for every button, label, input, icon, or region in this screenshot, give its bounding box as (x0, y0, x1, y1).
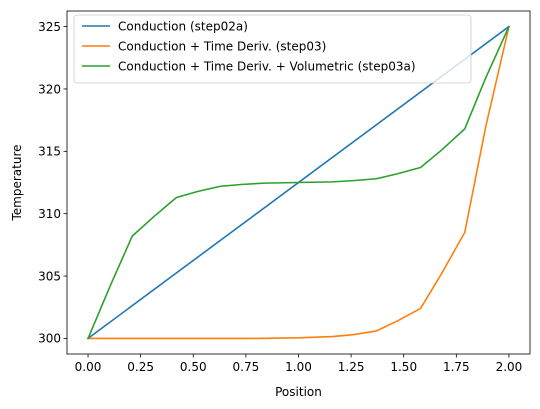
x-axis-label: Position (275, 385, 322, 399)
y-axis: 300 305 310 315 320 325 (38, 20, 67, 346)
x-tick-label: 2.00 (496, 360, 523, 374)
legend: Conduction (step02a) Conduction + Time De… (73, 14, 472, 84)
y-tick-label: 325 (38, 20, 61, 34)
x-tick-label: 0.75 (233, 360, 260, 374)
x-tick-label: 1.50 (390, 360, 417, 374)
y-tick-label: 300 (38, 332, 61, 346)
x-tick-label: 1.25 (338, 360, 365, 374)
x-tick-label: 0.00 (75, 360, 102, 374)
x-tick-label: 1.75 (443, 360, 470, 374)
series-line-3 (87, 25, 511, 340)
y-tick-label: 320 (38, 82, 61, 96)
y-tick-label: 315 (38, 145, 61, 159)
y-tick-label: 305 (38, 269, 61, 283)
y-tick-label: 310 (38, 207, 61, 221)
x-axis: 0.00 0.25 0.50 0.75 1.00 1.25 1.50 1.75 2.00 (75, 354, 523, 374)
x-tick-label: 0.50 (180, 360, 207, 374)
legend-entry: Conduction (step02a) (118, 19, 248, 33)
x-tick-label: 1.00 (285, 360, 312, 374)
y-axis-label: Temperature (10, 144, 24, 221)
legend-box (73, 14, 472, 84)
series-line-2 (87, 25, 510, 340)
legend-entry: Conduction + Time Deriv. + Volumetric (s… (118, 59, 416, 73)
legend-entry: Conduction + Time Deriv. (step03) (118, 39, 326, 53)
x-tick-label: 0.25 (127, 360, 154, 374)
